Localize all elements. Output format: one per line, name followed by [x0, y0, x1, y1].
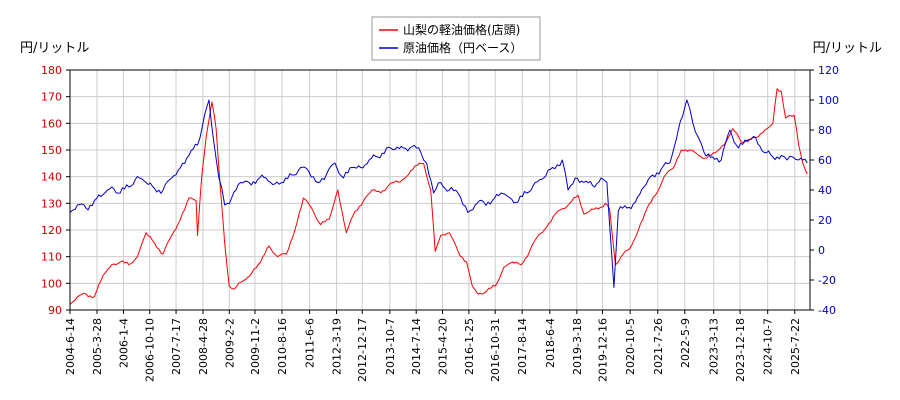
x-tick-label: 2022-5-9 [679, 318, 692, 368]
left-tick-label: 120 [41, 224, 62, 237]
x-tick-label: 2016-10-31 [489, 318, 502, 382]
left-tick-label: 160 [41, 117, 62, 130]
x-tick-label: 2019-3-18 [571, 318, 584, 375]
right-axis: -40 -20 0 20 40 60 80 100 120 [810, 64, 839, 317]
series-lines [69, 88, 808, 306]
x-tick-label: 2016-1-25 [463, 318, 476, 375]
x-tick-label: 2012-12-17 [356, 318, 369, 382]
x-tick-label: 2015-4-20 [437, 318, 450, 375]
x-tick-label: 2018-6-4 [544, 318, 557, 368]
left-tick-label: 180 [41, 64, 62, 77]
x-tick-label: 2009-2-2 [223, 318, 236, 368]
right-tick-label: 0 [818, 244, 825, 257]
right-tick-label: 100 [818, 94, 839, 107]
left-unit-label: 円/リットル [20, 41, 89, 56]
left-axis: 90 100 110 120 130 140 150 160 170 180 [41, 64, 70, 317]
x-axis: 2004-6-14 2005-3-28 2006-1-4 2006-10-10 2007… [64, 310, 802, 382]
x-tick-label: 2012-3-19 [331, 318, 344, 375]
x-tick-label: 2020-10-5 [624, 318, 637, 375]
x-tick-label: 2005-3-28 [91, 318, 104, 375]
left-tick-label: 170 [41, 91, 62, 104]
x-tick-label: 2024-10-7 [762, 318, 775, 375]
x-tick-label: 2006-1-4 [118, 318, 131, 368]
legend-box [371, 16, 541, 61]
right-tick-label: -20 [818, 274, 836, 287]
x-tick-label: 2006-10-10 [144, 318, 157, 382]
x-tick-label: 2025-7-22 [789, 318, 802, 375]
x-tick-label: 2013-10-7 [384, 318, 397, 375]
right-tick-label: 20 [818, 214, 832, 227]
x-tick-label: 2004-6-14 [64, 318, 77, 375]
right-tick-label: -40 [818, 304, 836, 317]
right-tick-label: 60 [818, 154, 832, 167]
right-tick-label: 120 [818, 64, 839, 77]
series-line-diesel [69, 88, 808, 306]
grid-lines [69, 69, 810, 311]
left-tick-label: 140 [41, 171, 62, 184]
left-tick-label: 130 [41, 197, 62, 210]
x-tick-label: 2007-7-17 [170, 318, 183, 375]
left-tick-label: 90 [48, 304, 62, 317]
legend-item-diesel: 山梨の軽油価格(店頭) [403, 22, 520, 37]
left-tick-label: 100 [41, 277, 62, 290]
x-tick-label: 2011-6-6 [304, 318, 317, 368]
x-tick-label: 2010-8-16 [276, 318, 289, 375]
x-tick-label: 2008-4-28 [197, 318, 210, 375]
left-tick-label: 110 [41, 251, 62, 264]
right-tick-label: 80 [818, 124, 832, 137]
legend: 山梨の軽油価格(店頭) 原油価格（円ベース） [371, 16, 541, 61]
x-tick-label: 2023-12-18 [734, 318, 747, 382]
left-tick-label: 150 [41, 144, 62, 157]
x-tick-label: 2023-3-13 [708, 318, 721, 375]
x-tick-label: 2017-8-14 [516, 318, 529, 375]
x-tick-label: 2009-11-2 [249, 318, 262, 375]
x-tick-label: 2021-7-26 [652, 318, 665, 375]
right-unit-label: 円/リットル [813, 41, 882, 56]
plot-frame [69, 69, 811, 311]
series-line-crude [69, 99, 808, 288]
right-tick-label: 40 [818, 184, 832, 197]
x-tick-label: 2019-12-16 [596, 318, 609, 382]
legend-item-crude: 原油価格（円ベース） [403, 40, 522, 55]
x-tick-label: 2014-7-14 [410, 318, 423, 375]
